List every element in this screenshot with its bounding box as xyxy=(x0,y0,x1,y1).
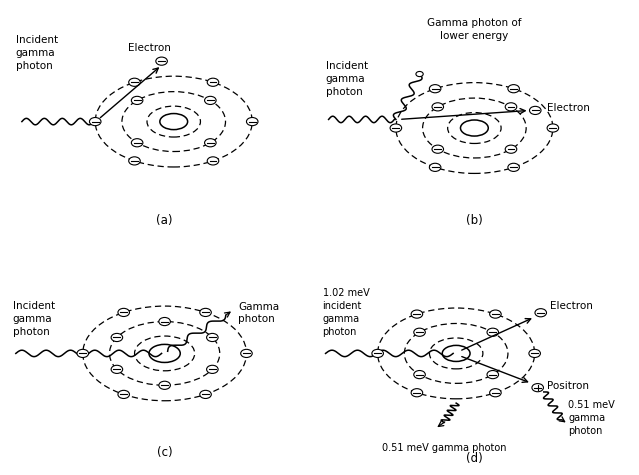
Text: 1.02 meV: 1.02 meV xyxy=(323,288,369,298)
Circle shape xyxy=(156,57,167,65)
Circle shape xyxy=(132,96,143,104)
Circle shape xyxy=(429,85,441,93)
Circle shape xyxy=(547,124,558,132)
Circle shape xyxy=(489,389,501,397)
Text: (c): (c) xyxy=(157,446,173,459)
Text: Gamma: Gamma xyxy=(238,302,279,312)
Circle shape xyxy=(206,333,218,342)
Circle shape xyxy=(429,163,441,171)
Text: photon: photon xyxy=(568,426,603,436)
Circle shape xyxy=(206,365,218,373)
Text: gamma: gamma xyxy=(326,74,366,84)
Circle shape xyxy=(118,308,130,316)
Circle shape xyxy=(247,117,258,126)
Circle shape xyxy=(532,384,543,392)
Text: (a): (a) xyxy=(157,214,173,227)
Circle shape xyxy=(200,308,212,316)
Ellipse shape xyxy=(442,345,470,361)
Circle shape xyxy=(487,328,498,336)
Text: (b): (b) xyxy=(466,214,482,227)
Circle shape xyxy=(432,145,443,153)
Text: photon: photon xyxy=(16,61,52,71)
Circle shape xyxy=(505,103,517,111)
Circle shape xyxy=(411,389,422,397)
Text: gamma: gamma xyxy=(323,314,360,324)
Text: Electron: Electron xyxy=(548,103,590,113)
Text: photon: photon xyxy=(13,327,50,337)
Text: photon: photon xyxy=(238,314,275,324)
Circle shape xyxy=(77,349,89,358)
Circle shape xyxy=(207,78,219,86)
Text: photon: photon xyxy=(326,86,362,96)
Circle shape xyxy=(128,78,140,86)
Circle shape xyxy=(529,349,541,358)
Circle shape xyxy=(241,349,252,358)
Text: gamma: gamma xyxy=(568,413,605,423)
Circle shape xyxy=(204,139,216,147)
Circle shape xyxy=(414,328,426,336)
Circle shape xyxy=(505,145,517,153)
Circle shape xyxy=(411,310,422,318)
Circle shape xyxy=(416,71,423,76)
Text: Electron: Electron xyxy=(128,43,171,53)
Text: lower energy: lower energy xyxy=(440,31,509,41)
Circle shape xyxy=(414,370,426,379)
Circle shape xyxy=(489,310,501,318)
Circle shape xyxy=(487,370,498,379)
Circle shape xyxy=(118,390,130,399)
Text: Incident: Incident xyxy=(16,35,58,45)
Ellipse shape xyxy=(160,114,188,130)
Circle shape xyxy=(89,117,101,126)
Circle shape xyxy=(204,96,216,104)
Text: Incident: Incident xyxy=(13,301,55,311)
Circle shape xyxy=(132,139,143,147)
Text: Gamma photon of: Gamma photon of xyxy=(427,18,521,28)
Text: photon: photon xyxy=(323,327,357,337)
Ellipse shape xyxy=(149,344,180,362)
Circle shape xyxy=(432,103,443,111)
Circle shape xyxy=(207,157,219,165)
Circle shape xyxy=(508,85,520,93)
Text: Positron: Positron xyxy=(547,380,589,390)
Circle shape xyxy=(159,317,171,326)
Text: 0.51 meV: 0.51 meV xyxy=(568,400,615,410)
Circle shape xyxy=(128,157,140,165)
Circle shape xyxy=(159,381,171,389)
Text: 0.51 meV gamma photon: 0.51 meV gamma photon xyxy=(381,443,506,453)
Text: gamma: gamma xyxy=(16,48,56,58)
Text: (d): (d) xyxy=(466,452,482,465)
Text: incident: incident xyxy=(323,301,362,311)
Circle shape xyxy=(111,365,123,373)
Circle shape xyxy=(535,309,546,317)
Circle shape xyxy=(200,390,212,399)
Circle shape xyxy=(372,349,383,358)
Text: gamma: gamma xyxy=(13,314,52,324)
Circle shape xyxy=(508,163,520,171)
Ellipse shape xyxy=(461,120,488,136)
Text: Incident: Incident xyxy=(326,61,367,71)
Circle shape xyxy=(390,124,402,132)
Text: Electron: Electron xyxy=(550,301,593,311)
Circle shape xyxy=(111,333,123,342)
Circle shape xyxy=(530,106,541,114)
